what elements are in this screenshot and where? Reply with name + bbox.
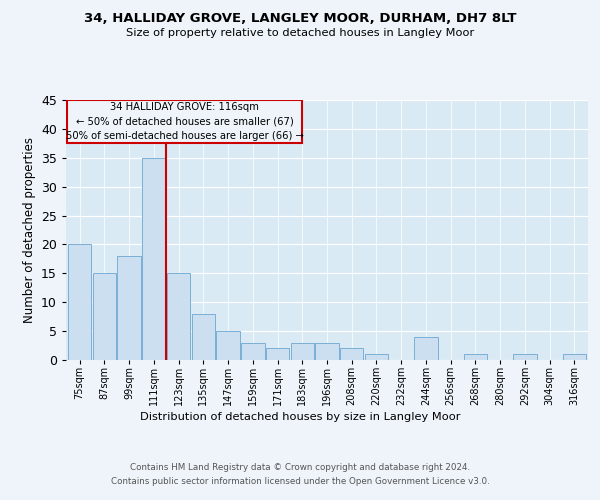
Bar	[241, 342, 265, 360]
Bar	[191, 314, 215, 360]
Bar	[142, 158, 166, 360]
Bar	[216, 331, 240, 360]
Text: 34, HALLIDAY GROVE, LANGLEY MOOR, DURHAM, DH7 8LT: 34, HALLIDAY GROVE, LANGLEY MOOR, DURHAM…	[84, 12, 516, 26]
Y-axis label: Number of detached properties: Number of detached properties	[23, 137, 35, 323]
Bar	[414, 337, 438, 360]
Text: Contains HM Land Registry data © Crown copyright and database right 2024.: Contains HM Land Registry data © Crown c…	[130, 462, 470, 471]
Bar	[266, 348, 289, 360]
Text: Size of property relative to detached houses in Langley Moor: Size of property relative to detached ho…	[126, 28, 474, 38]
Text: Contains public sector information licensed under the Open Government Licence v3: Contains public sector information licen…	[110, 478, 490, 486]
Bar	[118, 256, 141, 360]
Text: 34 HALLIDAY GROVE: 116sqm
← 50% of detached houses are smaller (67)
50% of semi-: 34 HALLIDAY GROVE: 116sqm ← 50% of detac…	[66, 102, 304, 142]
Bar	[290, 342, 314, 360]
Bar	[464, 354, 487, 360]
Bar	[365, 354, 388, 360]
Bar	[513, 354, 536, 360]
Bar	[67, 100, 302, 144]
Bar	[563, 354, 586, 360]
Bar	[340, 348, 364, 360]
Bar	[167, 274, 190, 360]
Bar	[92, 274, 116, 360]
Bar	[68, 244, 91, 360]
Bar	[315, 342, 339, 360]
Text: Distribution of detached houses by size in Langley Moor: Distribution of detached houses by size …	[140, 412, 460, 422]
